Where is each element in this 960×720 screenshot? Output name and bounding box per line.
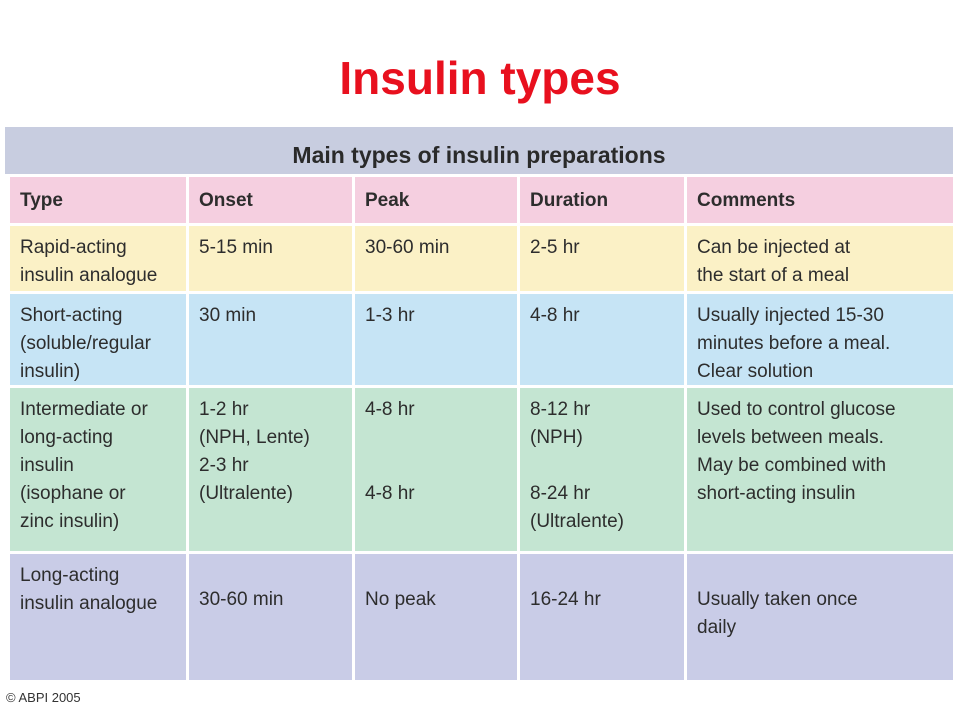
short-acting-comments: Usually injected 15-30 minutes before a …	[687, 294, 953, 385]
header-onset: Onset	[189, 177, 352, 223]
intermediate-comments: Used to control glucose levels between m…	[687, 388, 953, 551]
long-acting-onset: 30-60 min	[189, 554, 352, 680]
header-type: Type	[10, 177, 186, 223]
intermediate-onset: 1-2 hr (NPH, Lente) 2-3 hr (Ultralente)	[189, 388, 352, 551]
short-acting-type: Short-acting (soluble/regular insulin)	[10, 294, 186, 385]
short-acting-onset: 30 min	[189, 294, 352, 385]
insulin-table: Main types of insulin preparations Type …	[5, 127, 953, 680]
intermediate-peak: 4-8 hr 4-8 hr	[355, 388, 517, 551]
header-duration: Duration	[520, 177, 684, 223]
long-acting-duration: 16-24 hr	[520, 554, 684, 680]
header-peak: Peak	[355, 177, 517, 223]
rapid-acting-onset: 5-15 min	[189, 226, 352, 291]
short-acting-peak: 1-3 hr	[355, 294, 517, 385]
header-comments: Comments	[687, 177, 953, 223]
long-acting-comments: Usually taken once daily	[687, 554, 953, 680]
intermediate-type: Intermediate or long-acting insulin (iso…	[10, 388, 186, 551]
rapid-acting-type: Rapid-acting insulin analogue	[10, 226, 186, 291]
rapid-acting-duration: 2-5 hr	[520, 226, 684, 291]
page-title: Insulin types	[339, 52, 621, 104]
short-acting-duration: 4-8 hr	[520, 294, 684, 385]
copyright-notice: © ABPI 2005	[6, 690, 81, 705]
long-acting-peak: No peak	[355, 554, 517, 680]
intermediate-duration: 8-12 hr (NPH) 8-24 hr (Ultralente)	[520, 388, 684, 551]
rapid-acting-peak: 30-60 min	[355, 226, 517, 291]
rapid-acting-comments: Can be injected at the start of a meal	[687, 226, 953, 291]
table-caption: Main types of insulin preparations	[5, 127, 953, 174]
long-acting-type: Long-acting insulin analogue	[10, 554, 186, 680]
